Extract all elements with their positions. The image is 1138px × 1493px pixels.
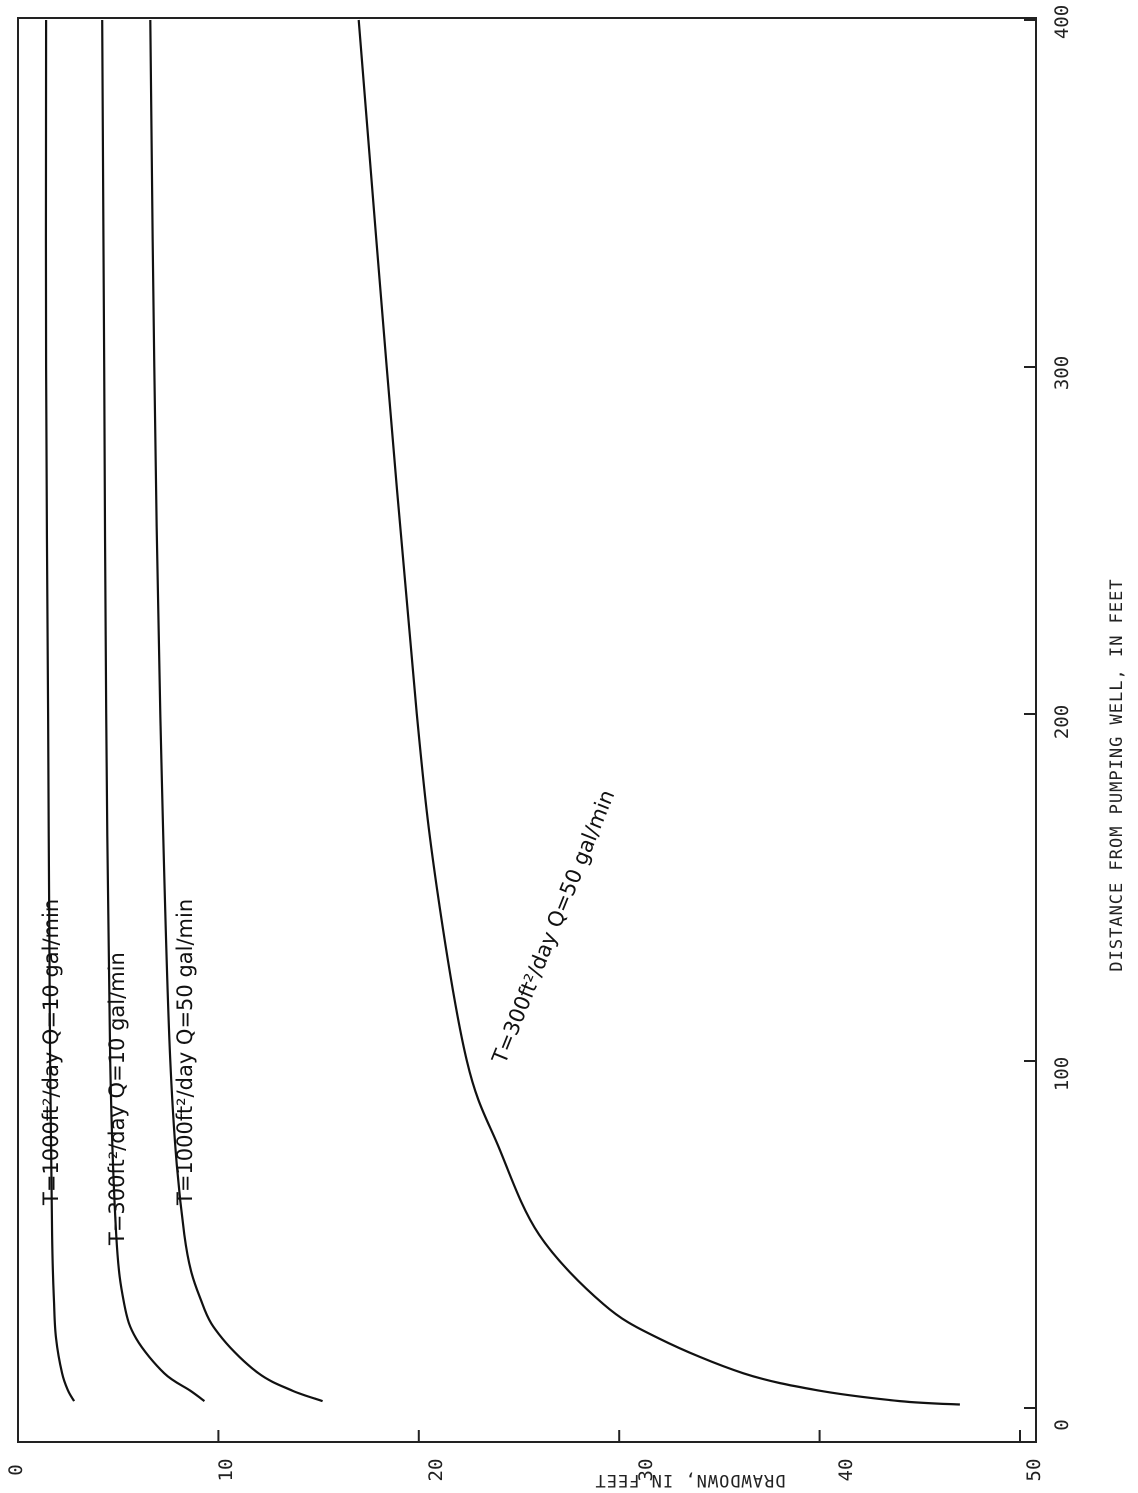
curve-label-t300-q50: T=300ft²/day Q=50 gal/min [487,786,619,1067]
plot-frame [17,17,1037,1443]
x-tick-label-200: 200 [1051,705,1073,739]
y-tick-label-30: 30 [635,1459,657,1482]
x-axis-title: DISTANCE FROM PUMPING WELL, IN FEET [1107,578,1127,971]
drawdown-curves [44,19,960,1406]
y-tick-label-20: 20 [425,1459,447,1482]
x-axis-ticks [1024,19,1036,1409]
x-tick-label-0: 0 [1051,1419,1073,1430]
y-axis-ticks [17,1430,1021,1442]
curve-label-t300-q10: T=300ft²/day Q=10 gal/min [105,952,129,1246]
y-axis-title: DRAWDOWN, IN FEET [595,1470,786,1490]
drawdown-curve-1 [44,19,76,1402]
drawdown-curve-4 [357,19,960,1406]
drawdown-curve-2 [101,19,206,1402]
y-tick-label-50: 50 [1023,1459,1045,1482]
x-tick-label-300: 300 [1051,356,1073,390]
x-tick-label-100: 100 [1051,1057,1073,1091]
x-tick-label-400: 400 [1051,5,1073,39]
y-tick-label-0: 0 [5,1464,27,1475]
y-tick-label-40: 40 [835,1459,857,1482]
curve-label-t1000-q50: T=1000ft²/day Q=50 gal/min [173,899,197,1206]
curve-label-t1000-q10: T=1000ft²/day Q=10 gal/min [39,899,63,1206]
drawdown-curve-3 [149,19,323,1403]
y-tick-label-10: 10 [215,1459,237,1482]
